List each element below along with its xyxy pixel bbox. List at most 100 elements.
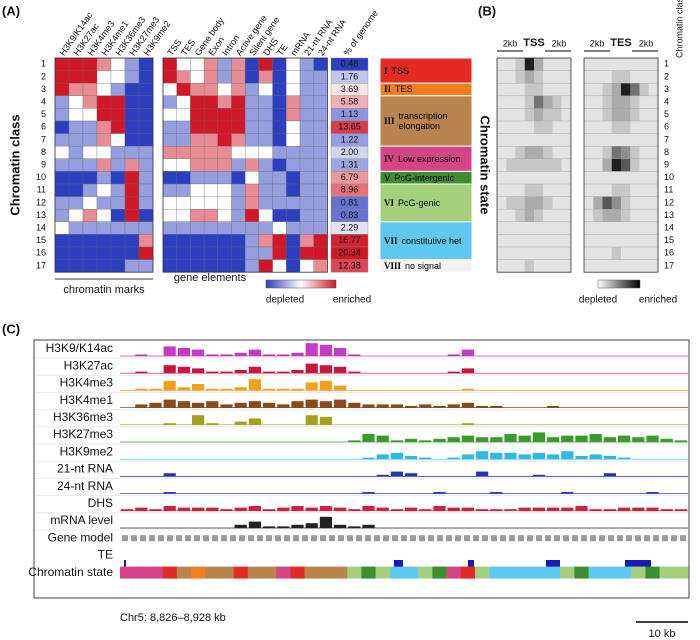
row-label: 2 <box>664 71 669 81</box>
profile-cell <box>639 58 649 71</box>
profile-cell <box>611 58 622 71</box>
gene-feature <box>158 535 164 542</box>
heat-cell <box>176 259 191 273</box>
heat-cell <box>96 259 112 273</box>
signal-bar <box>674 509 687 511</box>
heat-cell <box>286 108 301 122</box>
state-name: PcG-intergenic <box>394 172 455 183</box>
profile-cell <box>593 158 603 172</box>
profile-cell <box>497 196 507 210</box>
signal-bar <box>405 507 418 511</box>
state-segment <box>617 566 632 579</box>
column-header: TES <box>179 37 197 57</box>
heat-cell <box>272 183 287 197</box>
profile-cell <box>648 184 659 197</box>
signal-bar <box>575 456 588 460</box>
profile-cell <box>515 146 525 159</box>
profile-cell <box>524 83 535 96</box>
gene-feature <box>392 535 398 542</box>
heat-cell <box>231 146 246 159</box>
profile-cell <box>584 196 594 210</box>
state-segment <box>489 566 504 579</box>
heat-cell <box>176 95 191 109</box>
profile-cell <box>639 95 649 109</box>
gene-feature <box>257 535 263 542</box>
profile-cell <box>552 121 562 134</box>
profile-cell <box>561 247 572 260</box>
signal-bar <box>646 492 659 494</box>
profile-cell <box>639 108 649 121</box>
profile-cell <box>543 158 553 172</box>
profile-cell <box>497 83 507 96</box>
profile-cell <box>648 259 659 273</box>
heat-cell <box>68 234 84 248</box>
heat-cell <box>272 146 287 159</box>
heat-cell <box>286 57 301 71</box>
signal-bar <box>334 366 347 374</box>
heat-cell <box>54 146 70 159</box>
profile-cell <box>561 133 572 147</box>
profile-cell <box>584 83 594 96</box>
signal-bar <box>348 371 361 374</box>
profile-cell <box>593 171 603 184</box>
profile-cell <box>648 95 659 109</box>
gene-feature <box>671 535 677 542</box>
signal-bar <box>476 406 489 408</box>
profile-cell <box>515 184 525 197</box>
signal-bar <box>277 526 290 528</box>
state-numeral: IV <box>384 153 395 164</box>
percent-label: 1.13 <box>341 109 359 119</box>
profile-cell <box>648 121 659 134</box>
gene-feature <box>455 535 461 542</box>
heat-cell <box>258 196 273 210</box>
gene-feature <box>293 535 299 542</box>
state-numeral: VII <box>384 235 398 246</box>
heat-cell <box>124 146 140 159</box>
heat-cell <box>286 70 301 84</box>
profile-cell <box>515 158 525 172</box>
signal-bar <box>390 471 403 477</box>
heat-cell <box>272 57 287 71</box>
state-segment <box>247 566 263 579</box>
heat-cell <box>203 108 218 122</box>
heat-cell <box>68 221 84 235</box>
row-label: 5 <box>41 109 46 119</box>
heat-cell <box>286 83 301 96</box>
heat-cell <box>124 133 140 147</box>
heat-cell <box>272 83 287 96</box>
heat-cell <box>162 70 177 84</box>
profile-cell <box>584 247 594 260</box>
profile-cell <box>611 146 622 159</box>
profile-cell <box>543 58 553 71</box>
te <box>625 560 651 568</box>
te <box>394 560 403 568</box>
signal-bar <box>234 421 247 425</box>
heat-cell <box>203 120 218 134</box>
profile-cell <box>561 209 572 222</box>
heat-cell <box>299 221 314 235</box>
state-label: VII constitutive het <box>384 235 462 246</box>
percent-label: 20.34 <box>338 248 361 258</box>
heat-cell <box>162 183 177 197</box>
heat-cell <box>231 70 246 84</box>
profile-cell <box>524 108 535 121</box>
heat-cell <box>96 70 112 84</box>
heat-cell <box>203 183 218 197</box>
heat-cell <box>258 133 273 147</box>
heat-cell <box>203 259 218 273</box>
profile-cell <box>602 196 612 210</box>
heat-cell <box>138 133 154 147</box>
row-label: 15 <box>36 235 46 245</box>
signal-bar <box>518 507 531 511</box>
signal-bar <box>532 452 545 460</box>
signal-bar <box>447 354 460 356</box>
signal-bar <box>206 388 219 391</box>
profile-cell <box>515 70 525 84</box>
heat-cell <box>299 234 314 248</box>
state-text: III transcription elongation <box>380 96 472 146</box>
heat-cell <box>313 146 328 159</box>
profile-cell <box>621 83 631 96</box>
site-label: TSS <box>523 37 544 49</box>
gene-feature <box>626 535 632 542</box>
heat-cell <box>299 57 314 71</box>
